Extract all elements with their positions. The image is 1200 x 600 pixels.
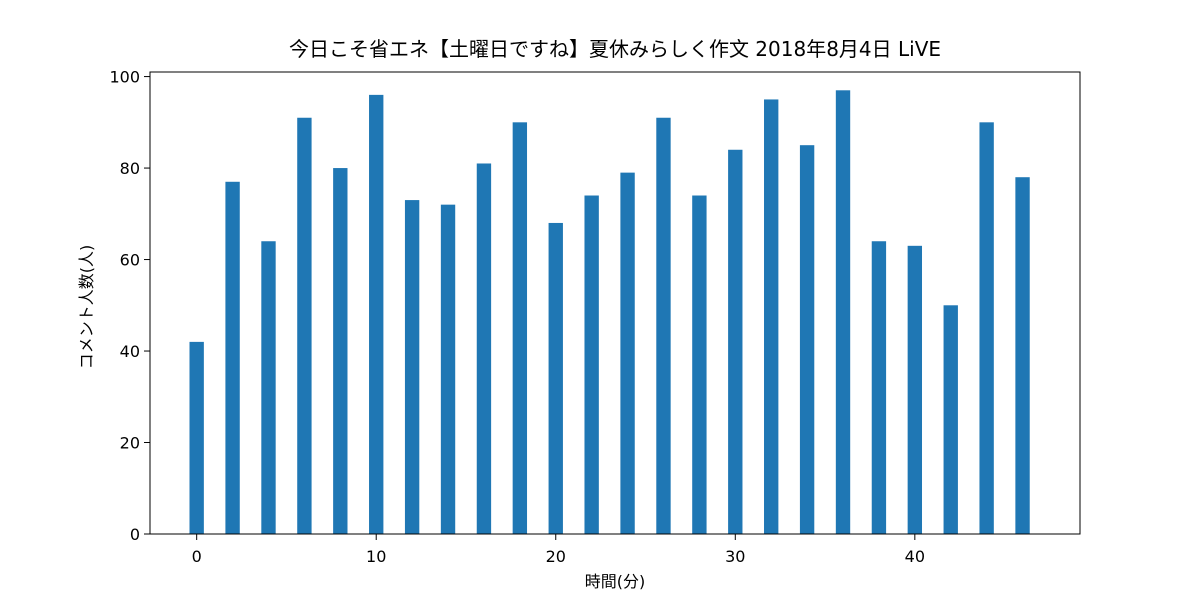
bar	[656, 117, 671, 534]
plot-frame	[149, 71, 1081, 535]
y-tick-label: 40	[120, 342, 140, 361]
y-axis-label: コメント人数(人)	[77, 245, 96, 370]
bar	[225, 181, 240, 535]
y-tick-label: 100	[109, 68, 140, 87]
bar	[871, 241, 887, 534]
x-axis: 0 10 20 30 40	[192, 534, 925, 566]
bar	[584, 195, 599, 534]
bar	[512, 122, 528, 534]
bar	[907, 245, 923, 534]
x-tick-label: 30	[725, 547, 745, 566]
bar	[799, 145, 815, 535]
y-tick-label: 20	[120, 434, 140, 453]
bar	[979, 122, 994, 534]
y-tick-label: 60	[120, 251, 140, 270]
y-axis: 0 20 40 60 80 100	[109, 68, 150, 544]
y-tick-label: 80	[120, 159, 140, 178]
x-tick-label: 10	[366, 547, 386, 566]
bar	[764, 99, 779, 534]
x-axis-label: 時間(分)	[585, 572, 646, 591]
bar	[1015, 177, 1030, 534]
x-tick-label: 40	[905, 547, 925, 566]
bar	[548, 222, 563, 534]
chart-title: 今日こそ省エネ【土曜日ですね】夏休みらしく作文 2018年8月4日 LiVE	[289, 37, 941, 61]
bar	[297, 117, 312, 534]
bar	[620, 172, 635, 534]
bar-series	[189, 90, 1030, 535]
bar	[440, 204, 456, 534]
x-tick-label: 0	[192, 547, 202, 566]
bar	[404, 200, 420, 534]
bar	[261, 241, 276, 534]
bar	[943, 305, 958, 534]
bar	[728, 149, 743, 534]
bar	[835, 90, 851, 534]
bar	[476, 163, 492, 534]
bar	[189, 341, 204, 534]
y-tick-label: 0	[130, 525, 140, 544]
bar	[369, 94, 384, 535]
bar	[692, 195, 707, 534]
x-tick-label: 20	[546, 547, 566, 566]
bar	[333, 168, 348, 535]
